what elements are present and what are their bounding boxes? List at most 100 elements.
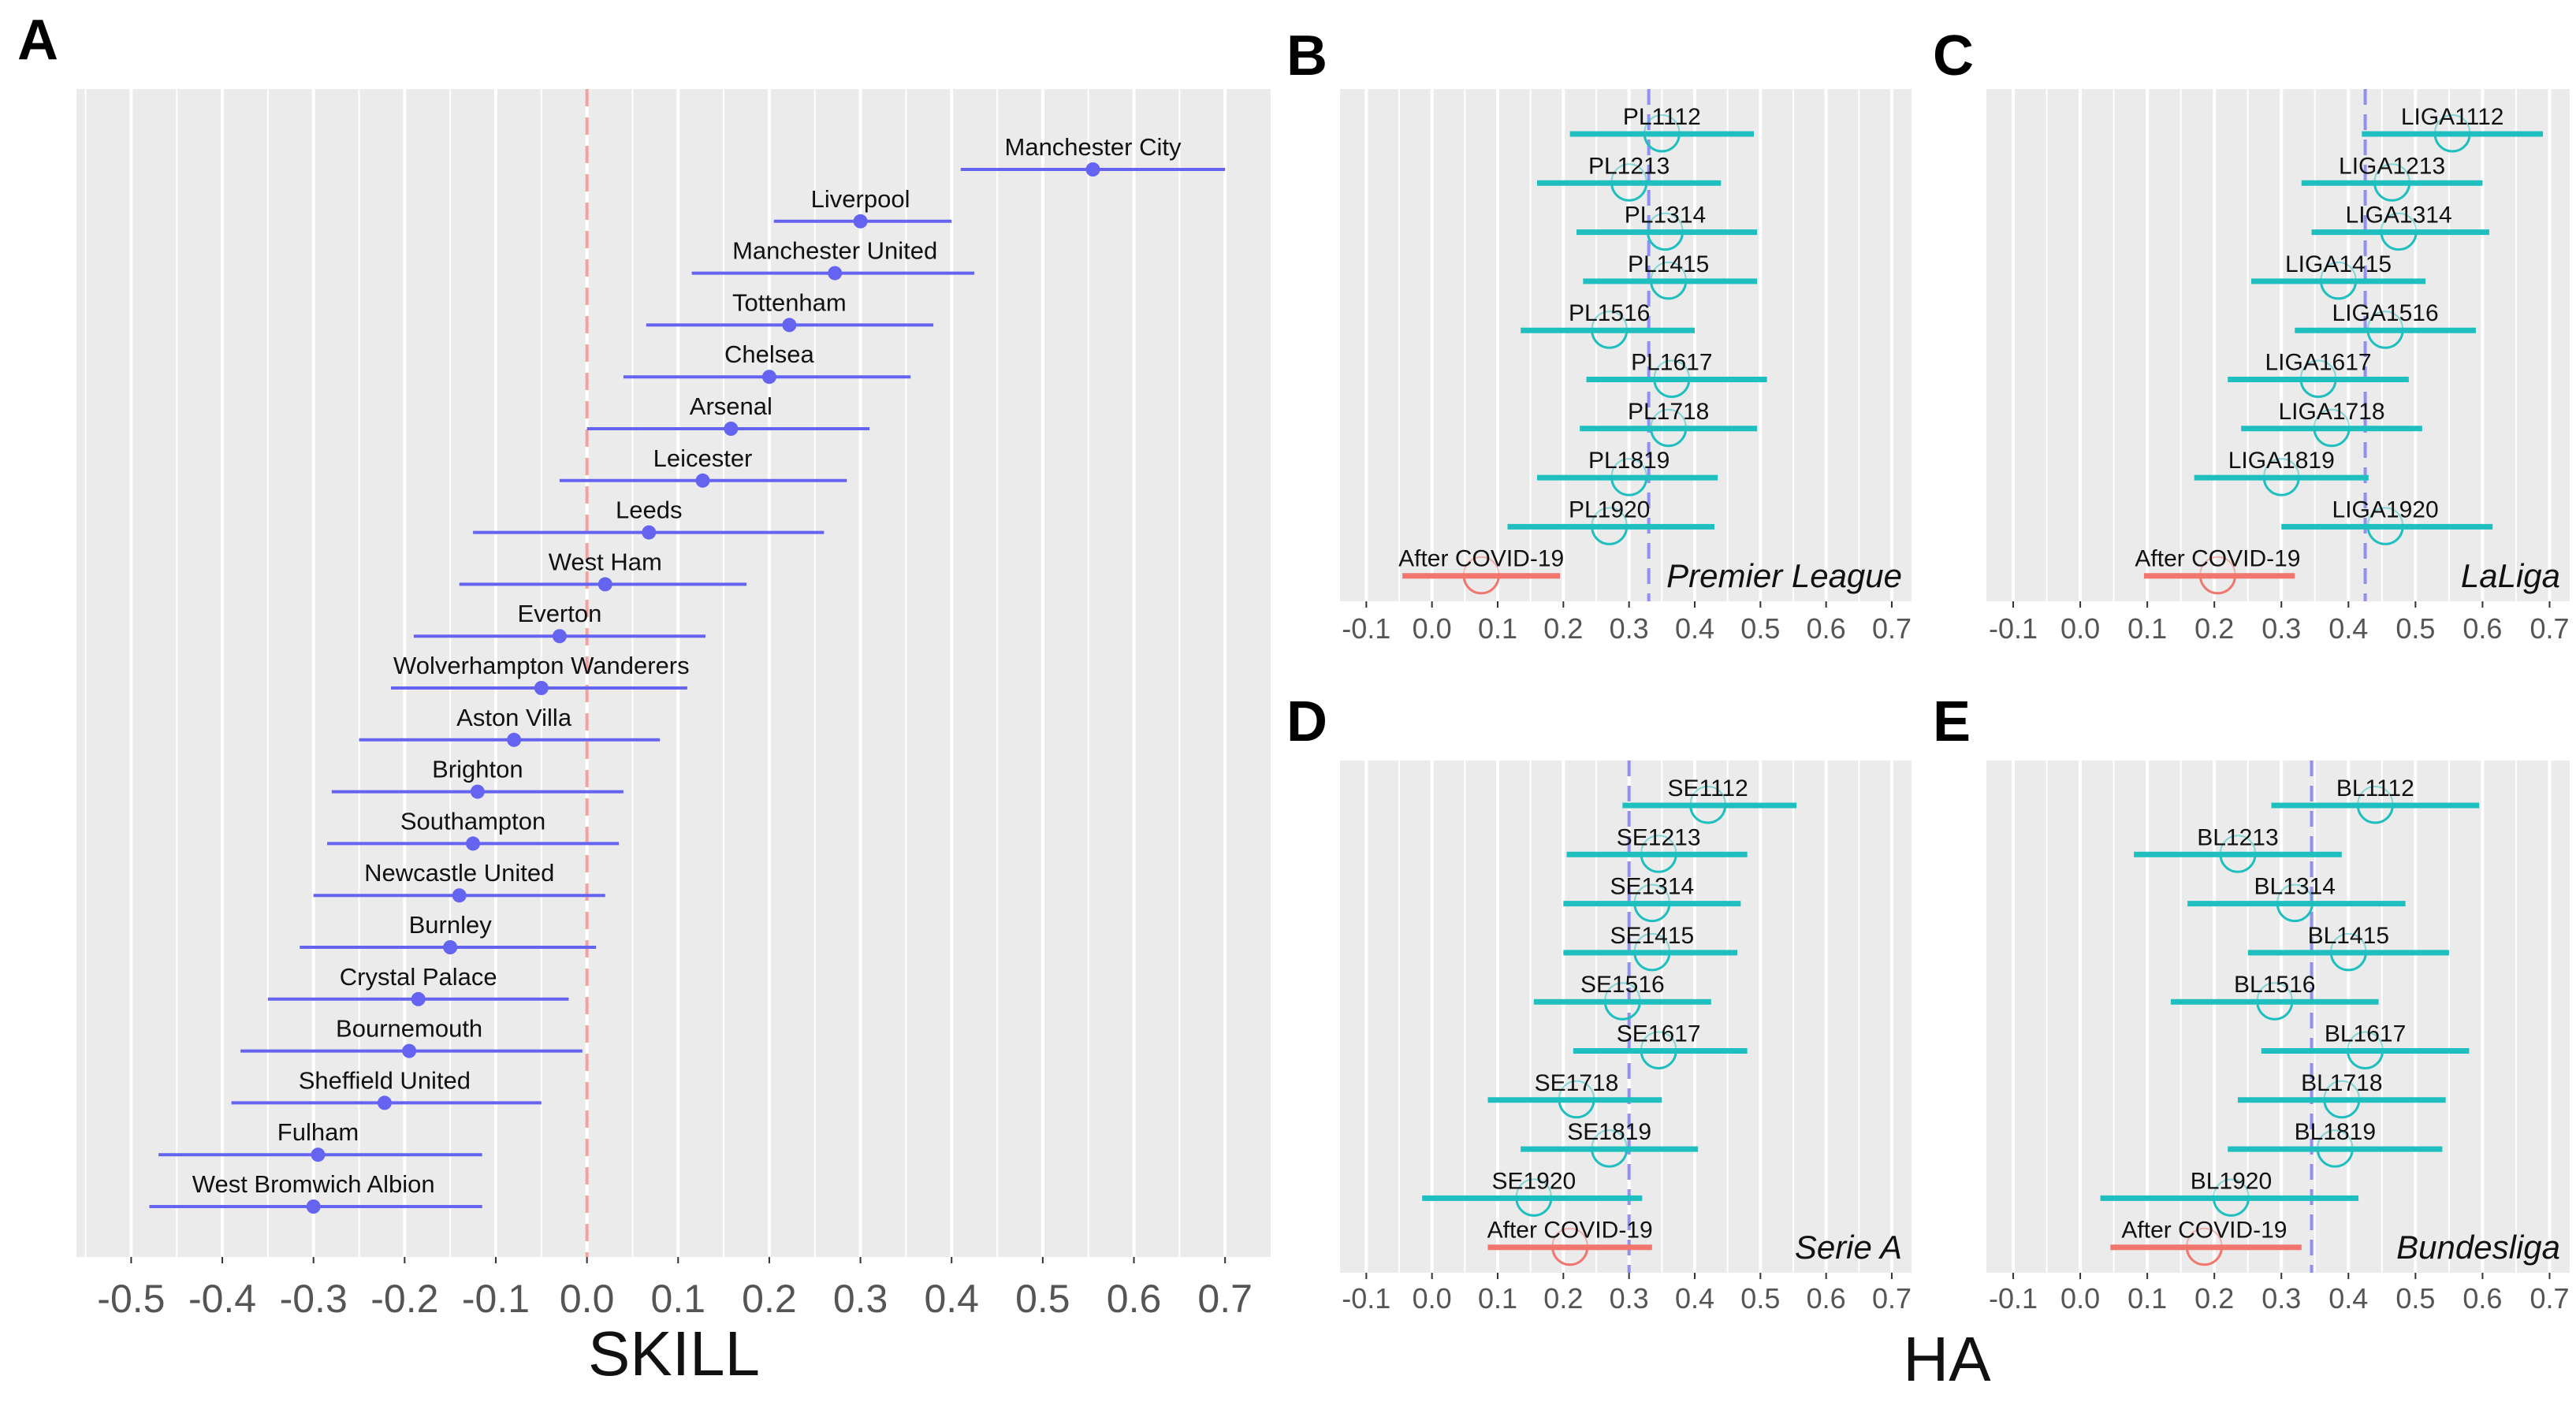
panel-d-se1920-label: SE1920 [1491,1168,1576,1194]
panel-c-liga1516-label: LIGA1516 [2332,300,2439,326]
panel-letter-c: C [1933,24,1974,87]
panel-e-x-tick-label: 0.6 [2462,1282,2502,1315]
panel-a-liverpool-point [853,214,868,229]
panel-d-se1213-label: SE1213 [1617,824,1701,850]
panel-b-x-tick-label: -0.1 [1342,612,1390,645]
panel-b-pl1415-point-top [1650,261,1687,280]
panel-d-se1920-point [1515,1198,1553,1217]
panel-a-chelsea-point [761,370,776,385]
panel-e-bl1920-point-top [2213,1178,2250,1197]
panel-d-serie-a: -0.1 0.0 0.1 0.2 0.3 0.4 0.5 0.6 0.7 SE1112 SE1213… [1340,761,1912,1315]
panel-b-pl1718-point [1650,428,1688,448]
panel-a-wolverhampton-wanderers-point [534,681,549,695]
panel-a-wolverhampton-wanderers-label: Wolverhampton Wanderers [393,652,690,679]
panel-b-pl1516-point [1591,330,1629,349]
panel-a-leeds-point [642,525,657,540]
panel-d-se1112-point-top [1689,786,1726,805]
panel-letter-e: E [1933,690,1971,753]
panel-b-x-tick-label: 0.7 [1872,612,1912,645]
panel-a-burnley-label: Burnley [409,911,493,939]
panel-d-se1718-label: SE1718 [1535,1070,1619,1096]
panel-b-pl1213-label: PL1213 [1588,153,1670,179]
panel-d-se1415-point-top [1633,932,1670,951]
panel-b-pl1415-label: PL1415 [1628,251,1709,277]
panel-e-bl1920-label: BL1920 [2191,1168,2272,1194]
panel-a-x-tick-label: 0.3 [833,1277,888,1321]
panel-c-liga1920-point-top [2367,507,2404,526]
panel-a-fulham-point [311,1147,326,1162]
panel-d-x-tick-label: 0.0 [1413,1282,1452,1315]
panel-a-bournemouth-label: Bournemouth [336,1015,482,1043]
panel-a-west-bromwich-albion-label: West Bromwich Albion [192,1170,435,1198]
panel-b-pl1213-point [1610,183,1648,202]
panel-e-bl1112-point [2356,805,2394,824]
panel-a-x-tick-label: 0.0 [560,1277,615,1321]
panel-a-crystal-palace-point [411,991,426,1006]
panel-e-x-tick-label: 0.2 [2194,1282,2234,1315]
panel-e-bl1516-label: BL1516 [2234,972,2315,998]
panel-a-bournemouth-point [402,1043,417,1058]
panel-d-se1516-point [1603,1002,1641,1021]
panel-a-west-ham-point [597,577,612,592]
panel-a-skill: -0.5 -0.4 -0.3 -0.2 -0.1 0.0 0.1 0.2 0.3 0.4 0.5 0.… [76,89,1271,1321]
panel-a-manchester-united-point [828,266,843,281]
panel-d-se1213-point-top [1640,835,1677,853]
panel-b-after-covid-19-point [1462,575,1500,595]
panel-c-liga1213-label: LIGA1213 [2339,153,2445,179]
panel-e-x-tick-label: 0.1 [2127,1282,2167,1315]
panel-b-league-label: Premier League [1666,557,1902,594]
panel-a-liverpool-label: Liverpool [811,185,910,213]
panel-b-pl1415-point [1650,281,1688,300]
panel-a-leeds-label: Leeds [616,496,682,524]
panel-a-manchester-city-point [1085,162,1100,177]
panel-c-x-tick-label: 0.6 [2462,612,2502,645]
panel-a-x-tick-label: -0.2 [370,1277,438,1321]
panel-d-x-tick-label: 0.3 [1610,1282,1649,1315]
panel-a-everton-label: Everton [518,600,602,627]
panel-e-after-covid-19-point [2185,1247,2223,1266]
panel-e-x-tick-label: 0.4 [2328,1282,2368,1315]
x-axis-title-ha: HA [1903,1324,1991,1394]
panel-d-se1213-point [1640,854,1677,873]
panel-d-se1516-label: SE1516 [1580,972,1665,998]
panel-d-after-covid-19-point [1551,1247,1589,1266]
panel-b-pl1314-point-top [1647,212,1684,231]
panel-b-x-tick-label: 0.1 [1478,612,1517,645]
panel-e-bl1415-point [2329,952,2367,972]
panel-a-newcastle-united-label: Newcastle United [364,859,554,887]
panel-b-pl1617-point-top [1653,359,1690,378]
panel-a-chelsea-label: Chelsea [724,340,814,368]
panel-e-bl1718-point [2323,1099,2361,1119]
panel-a-west-ham-label: West Ham [549,548,662,575]
panel-a-x-tick-label: -0.1 [462,1277,530,1321]
panel-d-x-tick-label: 0.4 [1675,1282,1714,1315]
panel-e-x-tick-label: 0.7 [2529,1282,2569,1315]
panel-a-leicester-point [695,473,710,488]
panel-a-x-tick-label: -0.5 [97,1277,165,1321]
panel-d-se1920-point-top [1515,1178,1552,1197]
panel-d-x-tick-label: 0.2 [1543,1282,1583,1315]
panel-c-x-tick-label: -0.1 [1989,612,2038,645]
panel-a-background [76,89,1271,1257]
panel-a-manchester-city-label: Manchester City [1005,133,1182,161]
panel-e-bl1516-point-top [2256,982,2293,1001]
panel-c-liga1415-label: LIGA1415 [2285,251,2392,277]
panel-e-bl1415-point-top [2330,932,2367,951]
panel-d-se1415-point [1633,952,1671,972]
panel-b-x-tick-label: 0.3 [1610,612,1649,645]
panel-c-liga1112-label: LIGA1112 [2401,104,2504,130]
panel-d-se1718-point-top [1558,1080,1595,1099]
panel-e-after-covid-19-point-top [2186,1227,2223,1246]
panel-a-x-tick-label: 0.4 [924,1277,979,1321]
panel-c-background [1986,89,2570,601]
panel-c-liga1314-label: LIGA1314 [2346,203,2452,229]
panel-b-pl1819-point-top [1610,458,1647,477]
panel-d-se1314-point-top [1633,883,1670,902]
panel-d-se1314-label: SE1314 [1610,874,1694,900]
panel-c-x-tick-label: 0.5 [2395,612,2435,645]
panel-c-liga1112-point-top [2434,114,2471,133]
panel-a-x-tick-label: -0.3 [280,1277,348,1321]
panel-a-aston-villa-point [507,732,522,747]
panel-e-bl1819-point-top [2317,1129,2354,1148]
panel-d-se1617-point-top [1640,1031,1677,1050]
